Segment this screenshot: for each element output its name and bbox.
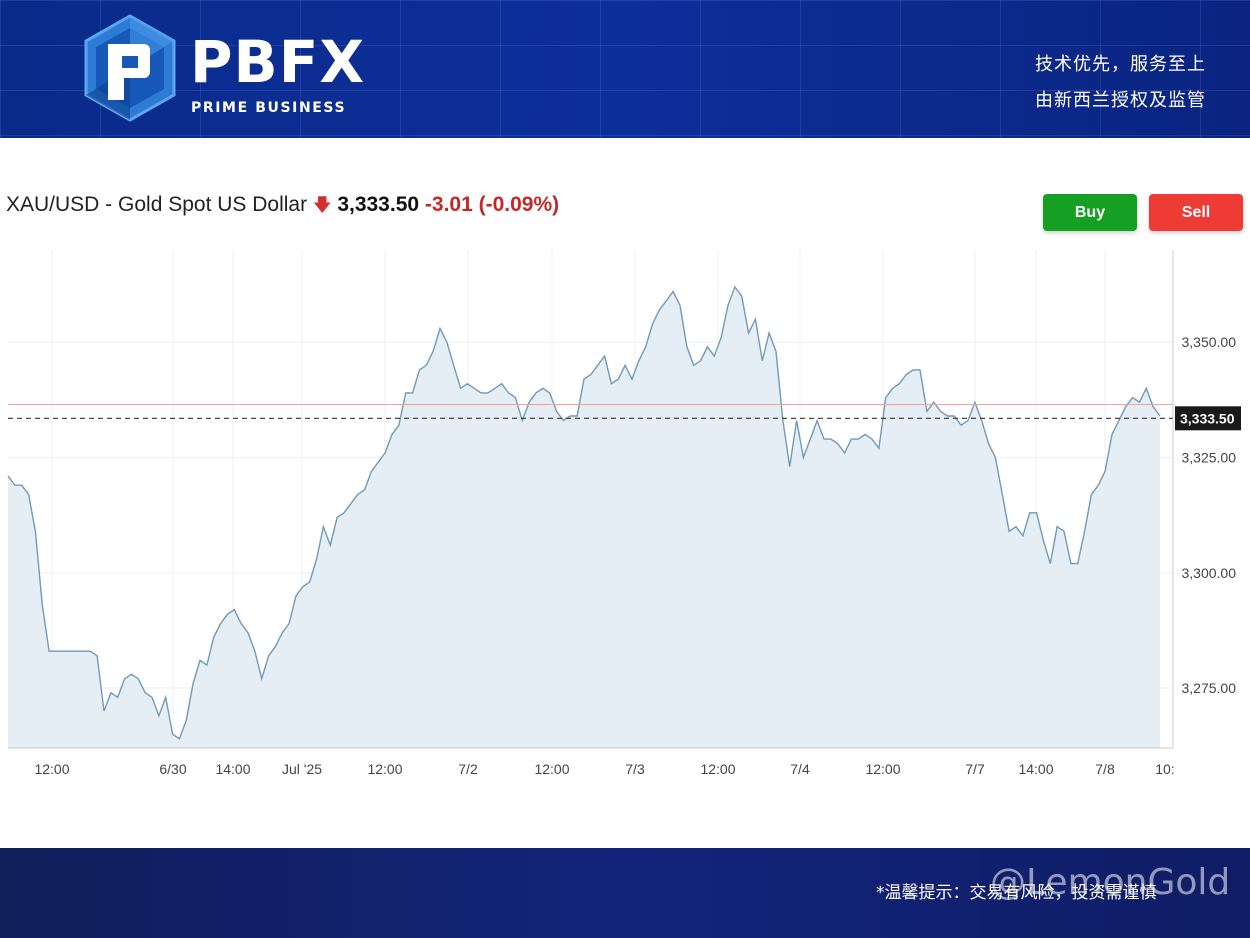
- price-change: -3.01 (-0.09%): [424, 193, 560, 216]
- x-tick-label: 6/30: [159, 761, 186, 777]
- last-price-tag: 3,333.50: [1175, 406, 1241, 431]
- brand-subtitle: PRIME BUSINESS: [191, 100, 347, 116]
- x-tick-label: 7/2: [458, 761, 478, 777]
- buy-button[interactable]: Buy: [1043, 194, 1137, 231]
- header-grid-pattern: [0, 0, 1250, 138]
- x-tick-label: 12:00: [367, 761, 402, 777]
- x-tick-label: 14:00: [1018, 761, 1053, 777]
- x-tick-label: 7/3: [625, 761, 645, 777]
- down-arrow-icon: 🡇: [312, 195, 332, 215]
- last-price: 3,333.50: [337, 193, 420, 216]
- x-axis-labels: 12:00 6/30 14:00 Jul '25 12:00 7/2 12:00 7/3 12:…: [34, 761, 1174, 777]
- sell-button[interactable]: Sell: [1149, 194, 1243, 231]
- x-tick-label: 12:00: [700, 761, 735, 777]
- x-tick-label: 7/8: [1095, 761, 1115, 777]
- y-tick-label: 3,275.00: [1182, 680, 1237, 696]
- price-line: [7, 285, 1161, 740]
- x-tick-label: 10:: [1155, 761, 1174, 777]
- x-tick-label: 14:00: [215, 761, 250, 777]
- footer-banner: *温馨提示：交易有风险，投资需谨慎: [0, 848, 1250, 938]
- y-tick-label: 3,350.00: [1182, 334, 1237, 350]
- x-tick-label: Jul '25: [282, 761, 322, 777]
- tagline-regulation: 由新西兰授权及监管: [1035, 90, 1206, 111]
- pbfx-logo-icon: [84, 14, 176, 122]
- x-tick-label: 7/7: [965, 761, 985, 777]
- brand-header: PBFX PRIME BUSINESS 技术优先，服务至上 由新西兰授权及监管: [0, 0, 1250, 138]
- brand-name: PBFX: [190, 28, 366, 96]
- quote-header: XAU/USD - Gold Spot US Dollar 🡇 3,333.50…: [6, 193, 559, 223]
- symbol-title: XAU/USD - Gold Spot US Dollar: [6, 193, 308, 216]
- price-area: [8, 286, 1160, 748]
- watermark: @LemonGold: [990, 862, 1231, 903]
- y-axis-labels: 3,275.00 3,300.00 3,325.00 3,350.00: [1182, 334, 1237, 696]
- x-tick-label: 12:00: [34, 761, 69, 777]
- x-tick-label: 7/4: [790, 761, 810, 777]
- price-chart[interactable]: 3,275.00 3,300.00 3,325.00 3,350.00 12:00 6/…: [0, 240, 1250, 785]
- risk-notice: *温馨提示：交易有风险，投资需谨慎: [876, 883, 1157, 903]
- x-tick-label: 12:00: [534, 761, 569, 777]
- y-tick-label: 3,300.00: [1182, 565, 1237, 581]
- last-price-tag-label: 3,333.50: [1180, 410, 1235, 426]
- x-tick-label: 12:00: [865, 761, 900, 777]
- tagline-service: 技术优先，服务至上: [1035, 54, 1206, 75]
- y-tick-label: 3,325.00: [1182, 450, 1237, 466]
